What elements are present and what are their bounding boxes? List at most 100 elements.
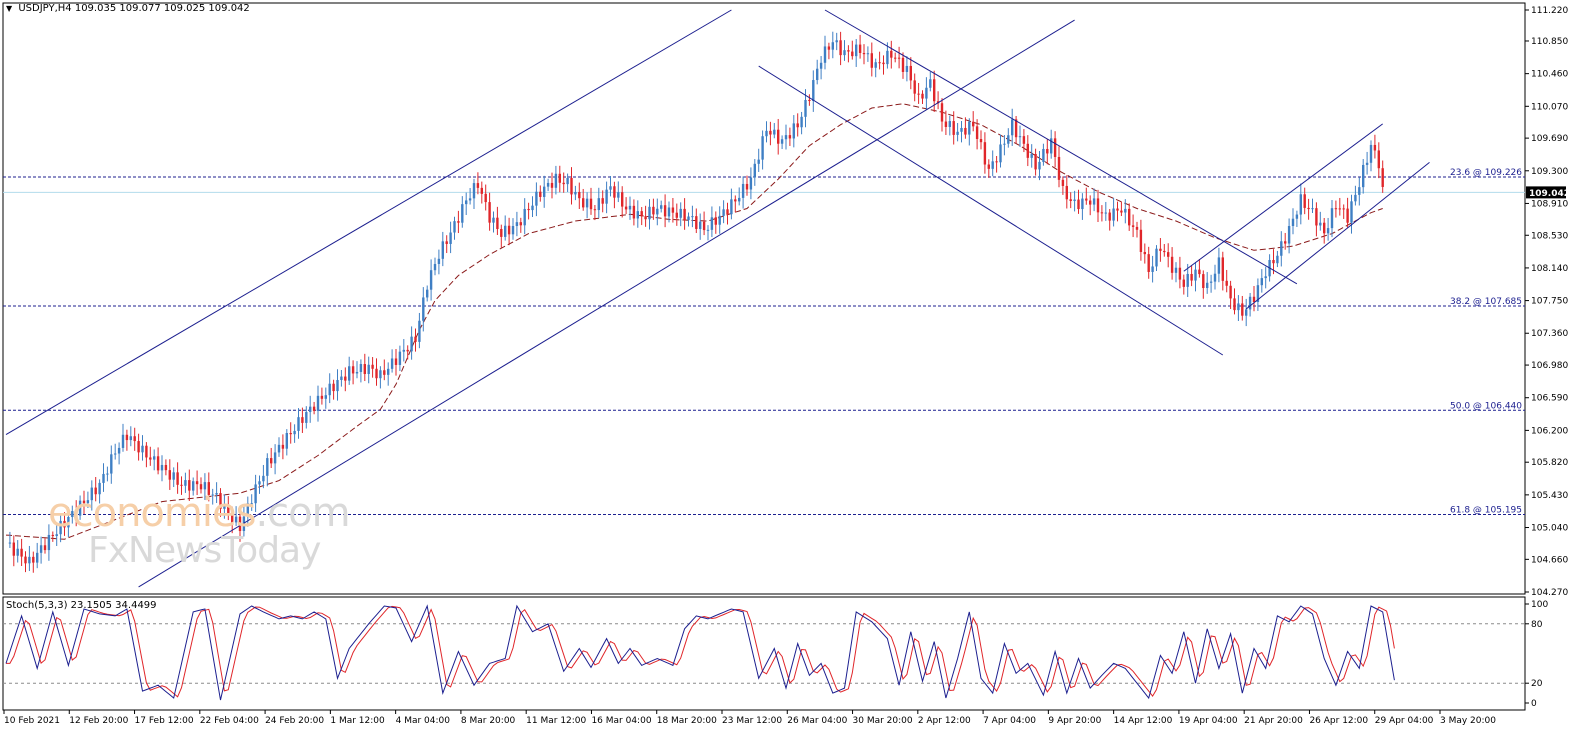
candle <box>90 480 93 511</box>
candle-body <box>940 103 944 122</box>
candle-body <box>843 50 846 56</box>
candle-body <box>1381 168 1384 187</box>
candle <box>121 423 125 452</box>
candle-body <box>929 79 932 88</box>
candle-body <box>418 320 421 342</box>
candle <box>831 31 834 59</box>
candle-body <box>437 258 441 264</box>
candle <box>1100 205 1104 222</box>
candle <box>936 91 940 110</box>
candle <box>78 495 82 520</box>
candle-body <box>106 473 109 475</box>
candle <box>1342 204 1345 219</box>
x-tick-label: 3 May 20:00 <box>1440 716 1496 726</box>
x-tick-label: 23 Mar 12:00 <box>722 716 782 726</box>
candle-body <box>527 208 530 211</box>
candle-body <box>1209 281 1213 283</box>
candle <box>332 379 335 400</box>
candle-body <box>1038 161 1041 170</box>
candle <box>1354 185 1357 206</box>
candle <box>1186 263 1189 297</box>
candle-body <box>453 221 456 233</box>
candle <box>1147 246 1150 279</box>
candle <box>1011 108 1014 146</box>
candle <box>402 339 405 362</box>
candle-body <box>1280 241 1283 256</box>
candle-body <box>305 412 308 423</box>
candle-body <box>1174 267 1178 273</box>
candle-body <box>917 93 920 95</box>
candle-body <box>188 480 191 491</box>
candle <box>129 426 132 447</box>
candle-body <box>1213 273 1217 282</box>
candle-body <box>1264 276 1267 279</box>
collapse-triangle-icon[interactable]: ▼ <box>6 4 13 13</box>
candle-body <box>168 470 171 480</box>
candle <box>1365 151 1369 175</box>
candle-body <box>1229 285 1232 299</box>
candle <box>258 475 261 494</box>
candle-body <box>1311 208 1314 210</box>
candle-body <box>1104 212 1107 214</box>
candle <box>730 188 733 220</box>
candle-body <box>675 212 678 218</box>
candle <box>55 523 58 546</box>
candle <box>8 531 12 548</box>
candle-body <box>63 520 66 528</box>
candle-body <box>1167 252 1170 257</box>
candle-body <box>621 192 624 207</box>
candle-body <box>344 376 347 381</box>
candle <box>164 459 168 476</box>
candle <box>394 349 398 376</box>
candle-body <box>1373 144 1377 151</box>
candle <box>351 360 355 385</box>
candle-body <box>1089 200 1092 205</box>
candle <box>722 200 725 224</box>
candle-body <box>745 183 749 190</box>
candle <box>207 472 210 502</box>
candle <box>1057 146 1061 188</box>
candle <box>925 77 928 110</box>
candle <box>336 369 339 401</box>
candle-body <box>340 376 343 381</box>
candle <box>1362 159 1365 194</box>
candle-body <box>617 192 620 198</box>
candle-body <box>1081 198 1084 210</box>
candle-body <box>387 368 390 375</box>
candle <box>1245 298 1248 327</box>
candle-body <box>1221 257 1224 281</box>
candle-body <box>137 441 140 453</box>
candle <box>1295 210 1299 227</box>
candle-body <box>1362 164 1365 188</box>
candle <box>952 111 955 145</box>
candle-body <box>1092 198 1096 205</box>
candle-body <box>223 504 226 509</box>
candle <box>1081 193 1084 220</box>
candle <box>422 287 425 332</box>
candle <box>234 506 238 526</box>
candle <box>1018 125 1022 147</box>
candle-body <box>660 205 663 209</box>
candle-body <box>788 135 792 139</box>
candle <box>180 476 183 495</box>
candle-body <box>605 189 608 204</box>
candle <box>270 447 273 468</box>
candle-body <box>398 351 402 365</box>
channel-line-lower <box>758 65 1224 356</box>
candle <box>710 206 714 238</box>
candle-body <box>890 50 893 58</box>
candle-body <box>734 199 737 202</box>
candle-body <box>991 161 994 169</box>
candle <box>461 196 464 228</box>
candle <box>1135 221 1139 238</box>
candle <box>702 211 706 236</box>
candle-body <box>164 464 168 471</box>
candle-body <box>741 183 745 198</box>
candle-body <box>67 517 70 528</box>
y-tick-label: 108.140 <box>1531 264 1568 274</box>
candle-body <box>371 364 374 369</box>
candle <box>437 249 441 275</box>
candle-body <box>667 207 671 217</box>
candle-body <box>847 50 850 52</box>
